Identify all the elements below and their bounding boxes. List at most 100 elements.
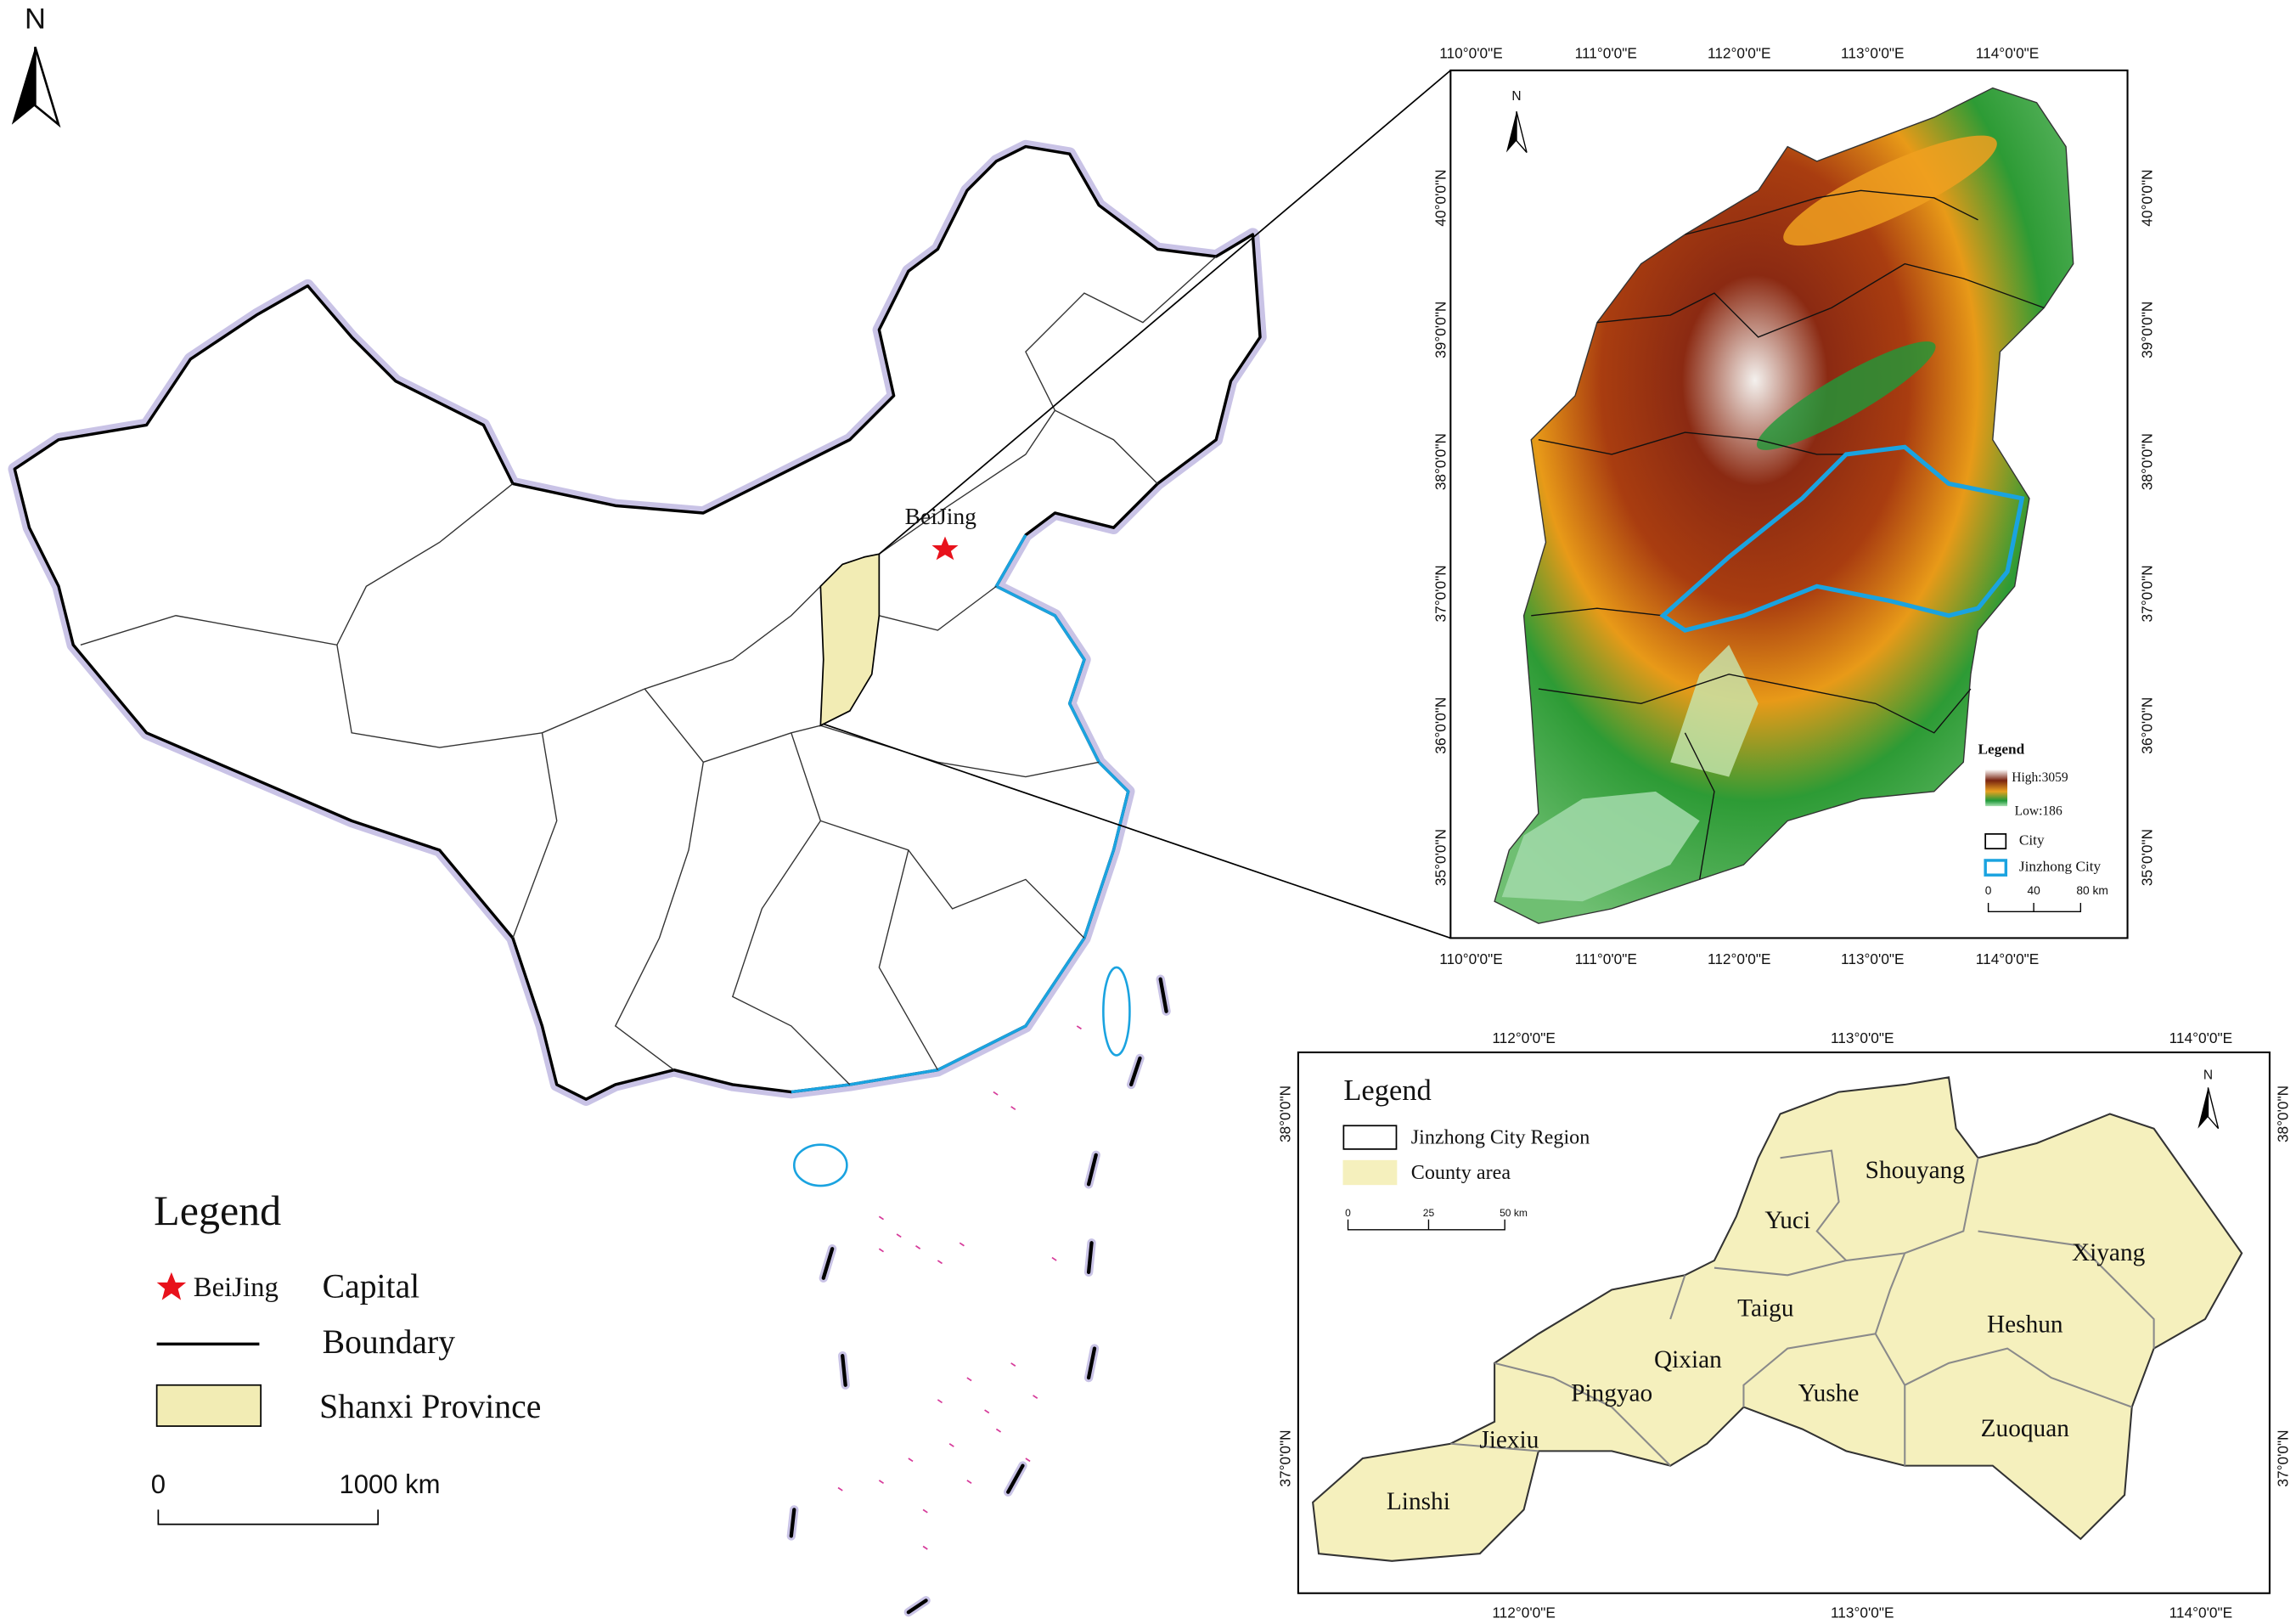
north-arrow [11,47,36,125]
county-symbol [1342,1159,1398,1186]
latitude-label: 36°0'0"N [2138,697,2155,754]
jinzhong-map: Shouyang Yuci Xiyang Taigu Heshun QixianPingy… [1277,1029,2292,1621]
longitude-label: 114°0'0"E [2169,1029,2233,1046]
scale-label: 0 [151,1469,166,1499]
latitude-label: 39°0'0"N [1432,302,1449,358]
county-label: Qixian [1654,1346,1722,1373]
capital-label: BeiJing [905,503,977,529]
county-label: Yuci [1764,1207,1810,1234]
latitude-label: 38°0'0"N [2275,1085,2292,1142]
latitude-label: 35°0'0"N [2138,829,2155,886]
north-arrow [2207,1087,2220,1130]
jinzhong-symbol [1984,859,2008,877]
nine-dash-line [789,977,1168,1615]
scale-bar [1987,902,2082,913]
province-symbol [155,1384,262,1427]
county-label: Yushe [1798,1380,1860,1407]
scale-label: 80 km [2076,884,2108,897]
north-arrow [34,46,61,128]
legend-label: City [2019,832,2045,848]
city-symbol [1984,833,2007,850]
latitude-label: 38°0'0"N [1277,1085,1294,1142]
longitude-label: 113°0'0"E [1841,44,1905,61]
shanxi-map: N Legend High:3059 Low:186 City Jinzhong… [1432,44,2156,967]
latitude-label: 37°0'0"N [1277,1429,1294,1486]
scale-label: 1000 km [339,1469,440,1499]
scale-label: 25 [1423,1207,1435,1219]
hainan [792,1143,848,1187]
north-label: N [25,3,46,35]
province-boundaries [80,256,1217,1085]
county-label: Linshi [1387,1488,1450,1515]
latitude-label: 37°0'0"N [2275,1429,2292,1486]
city-boundaries [1531,189,2045,880]
legend-title: Legend [1978,741,2025,757]
longitude-label: 113°0'0"E [1841,950,1905,967]
latitude-label: 39°0'0"N [2138,302,2155,358]
longitude-label: 114°0'0"E [1976,44,2040,61]
china-outline [13,144,1262,1101]
capital-star [931,536,959,561]
latitude-label: 40°0'0"N [2138,169,2155,226]
legend-label: High:3059 [2012,770,2068,785]
zoom-line [823,723,1451,939]
county-label: Xiyang [2072,1239,2146,1266]
jinzhong-outline [1659,444,2025,633]
terrain-basin [1501,791,1700,902]
legend-label: Boundary [323,1323,456,1361]
terrain-basin [1756,341,1936,450]
shanxi-province [819,553,881,727]
longitude-label: 111°0'0"E [1575,950,1637,967]
zoom-line [878,70,1451,555]
north-label: N [1511,89,1521,104]
taiwan [1102,966,1131,1057]
china-map: BeiJing [8,70,1451,1617]
longitude-label: 111°0'0"E [1575,44,1637,61]
latitude-label: 38°0'0"N [1432,433,1449,490]
north-label: N [2203,1069,2213,1083]
latitude-label: 37°0'0"N [2138,565,2155,622]
county-label: Pingyao [1571,1380,1652,1407]
jinzhong-legend: Legend Jinzhong City Region County area … [1342,1074,1590,1231]
scale-bar [157,1509,380,1525]
legend-label: County area [1411,1161,1511,1184]
legend-label: Jinzhong City Region [1411,1125,1590,1148]
county-boundaries [1450,1149,2155,1467]
latitude-label: 37°0'0"N [1432,565,1449,622]
legend-label: Capital [323,1268,420,1305]
longitude-label: 110°0'0"E [1439,44,1503,61]
north-arrow [1516,111,1528,153]
north-arrow [2198,1087,2209,1129]
scale-label: 0 [1345,1207,1351,1219]
county-label: Jiexiu [1479,1427,1539,1454]
longitude-label: 114°0'0"E [1976,950,2040,967]
latitude-label: 35°0'0"N [1432,829,1449,886]
scale-label: 50 km [1500,1207,1528,1219]
longitude-label: 110°0'0"E [1439,950,1503,967]
latitude-label: 36°0'0"N [1432,697,1449,754]
county-label: Zuoquan [1981,1415,2070,1442]
county-label: Shouyang [1866,1157,1966,1184]
scale-bar [1347,1219,1505,1231]
legend-capital-symbol-label: BeiJing [194,1272,279,1303]
terrain-basin [1670,645,1759,777]
county-label: Taigu [1737,1294,1794,1322]
north-arrow [1505,111,1517,153]
islands [837,1025,1082,1550]
jinzhong-region [1312,1076,2243,1562]
longitude-label: 113°0'0"E [1831,1604,1894,1621]
longitude-label: 112°0'0"E [1492,1029,1556,1046]
legend-title: Legend [1343,1074,1431,1107]
legend-title: Legend [154,1187,281,1234]
legend-label: Jinzhong City [2019,859,2102,875]
latitude-label: 40°0'0"N [1432,169,1449,226]
longitude-label: 112°0'0"E [1708,950,1771,967]
legend-label: Low:186 [2015,804,2062,819]
longitude-label: 113°0'0"E [1831,1029,1894,1046]
longitude-label: 112°0'0"E [1708,44,1771,61]
longitude-label: 112°0'0"E [1492,1604,1556,1621]
county-label: Heshun [1987,1311,2063,1338]
scale-label: 0 [1985,884,1992,897]
terrain-basin [1783,135,1997,246]
